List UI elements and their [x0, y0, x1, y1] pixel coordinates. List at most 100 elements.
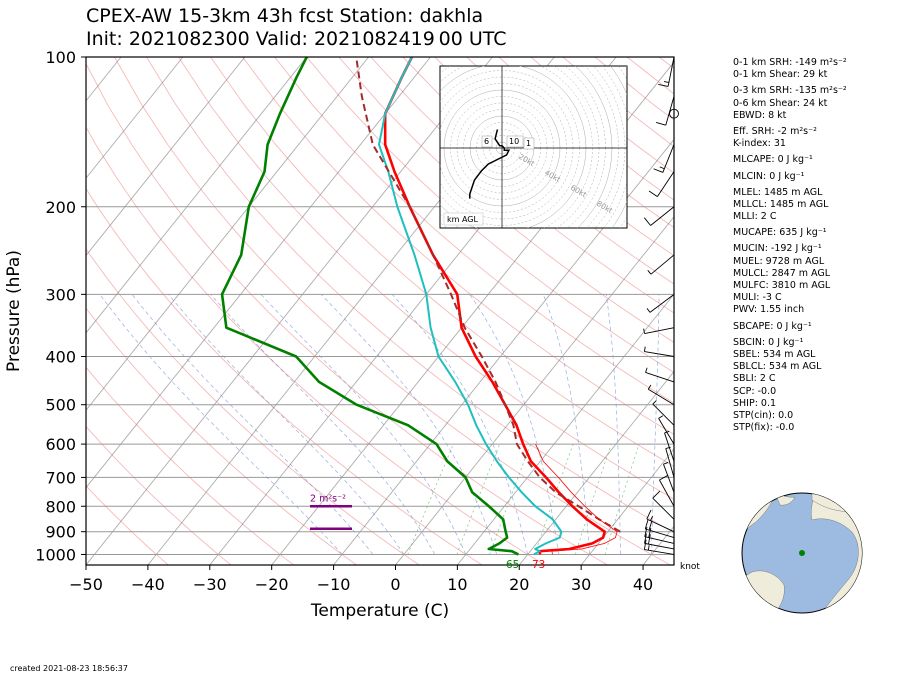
y-tick-label: 900 [45, 523, 76, 542]
stat-item: SBEL: 534 m AGL [733, 348, 816, 360]
hodograph-trace [469, 129, 511, 199]
dry-adiabat [86, 485, 169, 565]
hodograph-ring [440, 66, 587, 228]
moist-adiabat [320, 294, 498, 555]
y-tick-label: 800 [45, 497, 76, 516]
hodograph-ring [463, 109, 541, 187]
wind-unit-label: knot [680, 562, 700, 572]
stat-item: MUEL: 9728 m AGL [733, 255, 825, 267]
hodograph-ring [610, 66, 627, 228]
chart-subtitle: Init: 2021082300 Valid: 2021082419 00 UT… [86, 28, 507, 50]
barb-flag [653, 168, 664, 173]
barb-flag [648, 527, 652, 538]
wind-barb [667, 56, 675, 87]
stat-item: MULCL: 2847 m AGL [733, 267, 831, 279]
stat-item: MULI: -3 C [733, 292, 782, 304]
y-tick-label: 300 [45, 285, 76, 304]
isotherm [86, 57, 246, 257]
hodograph-label: km AGL [447, 215, 479, 224]
hodograph-ring [443, 89, 561, 207]
sounding-indices: 0-1 km SRH: -149 m²s⁻² 0-1 km Shear: 29 k… [733, 57, 847, 434]
moist-adiabat [605, 294, 621, 555]
hodograph-ring [476, 122, 528, 174]
hodograph-ring [440, 70, 580, 226]
globe-land [742, 493, 862, 613]
hodograph-height-box [506, 135, 524, 148]
barb-half-flag [652, 400, 657, 405]
barb-half-flag [663, 462, 669, 465]
wind-barb [644, 549, 675, 555]
moist-adiabat [469, 294, 559, 555]
wind-barb [645, 528, 675, 539]
stat-item: STP(cin): 0.0 [733, 409, 794, 421]
x-tick-label: 10 [447, 575, 467, 594]
isotherm [86, 57, 493, 565]
europe-land [811, 493, 862, 516]
y-tick-label: 200 [45, 198, 76, 217]
wind-barb [644, 542, 675, 550]
series-virtual_temp [377, 57, 563, 556]
dry-adiabat [530, 57, 674, 174]
barb-half-flag [646, 308, 651, 313]
hodograph-ring [456, 102, 548, 194]
barb-flag [648, 520, 653, 531]
moist-adiabat [99, 294, 343, 555]
wind-barb [644, 327, 675, 334]
axes: −50 −40 −30 −20 −10 0 10 20 30 40 100 200 300 400 500 6… [4, 48, 653, 621]
moist-adiabat [210, 294, 436, 555]
south-america-land [742, 570, 785, 613]
surface-temperature-label: 73 [532, 559, 545, 571]
hodograph-ring [574, 66, 613, 228]
moist-adiabat [131, 294, 374, 555]
stat-item: MUCAPE: 635 J kg⁻¹ [733, 227, 827, 239]
dry-adiabat [86, 307, 357, 565]
moist-adiabat [651, 294, 660, 555]
mixing-ratio-line [604, 443, 640, 555]
wind-barbs: knot [643, 56, 700, 572]
barb-half-flag [645, 367, 648, 373]
isotherm [333, 138, 674, 565]
hodograph-ring-label: 20kt [517, 152, 536, 168]
hodograph-ring [440, 76, 574, 220]
stat-item: SBCAPE: 0 J kg⁻¹ [733, 320, 812, 332]
dry-adiabat [86, 187, 483, 565]
stat-item: SBCIN: 0 J kg⁻¹ [733, 336, 804, 348]
x-tick-label: −10 [317, 575, 351, 594]
barb-half-flag [665, 446, 671, 449]
barb-half-flag [647, 270, 652, 275]
barb-half-flag [647, 384, 652, 390]
hodograph-ring-label: 80kt [595, 199, 614, 215]
wind-barb [665, 448, 675, 478]
hodograph-ring [440, 66, 593, 228]
barb-flag [648, 534, 651, 545]
dry-adiabat [86, 425, 232, 565]
barb-flag [644, 533, 647, 544]
hodograph-ring-label: 60kt [569, 183, 588, 199]
surface-dewpoint-label: 65 [506, 559, 519, 571]
isotherm [86, 57, 369, 411]
stat-item: STP(fix): -0.0 [733, 422, 795, 434]
stat-item: SBLI: 2 C [733, 373, 776, 385]
barb-flag [648, 190, 658, 197]
plot-frame [85, 56, 675, 566]
isotherm [86, 57, 122, 102]
mixing-ratio-line [574, 443, 612, 555]
stat-item: PWV: 1.55 inch [733, 304, 805, 316]
srh-label: 2 m²s⁻² [310, 493, 346, 504]
hodograph-ring [469, 115, 535, 181]
barb-half-flag [650, 515, 653, 521]
y-tick-label: 400 [45, 348, 76, 367]
barb-half-flag [658, 415, 664, 419]
y-tick-label: 700 [45, 468, 76, 487]
wind-barb [662, 144, 675, 173]
stat-item: MLCAPE: 0 J kg⁻¹ [733, 154, 813, 166]
hodograph-height-box [481, 135, 493, 148]
stat-item: MLLCL: 1485 m AGL [733, 198, 829, 210]
stat-item: 0-1 km Shear: 29 kt [733, 69, 828, 81]
wind-barb [652, 497, 675, 520]
barb-half-flag [643, 346, 646, 352]
barb-flag [643, 539, 647, 550]
moist-adiabat [391, 294, 529, 555]
wind-barb [658, 418, 675, 445]
stat-item: SCP: -0.0 [733, 385, 777, 397]
